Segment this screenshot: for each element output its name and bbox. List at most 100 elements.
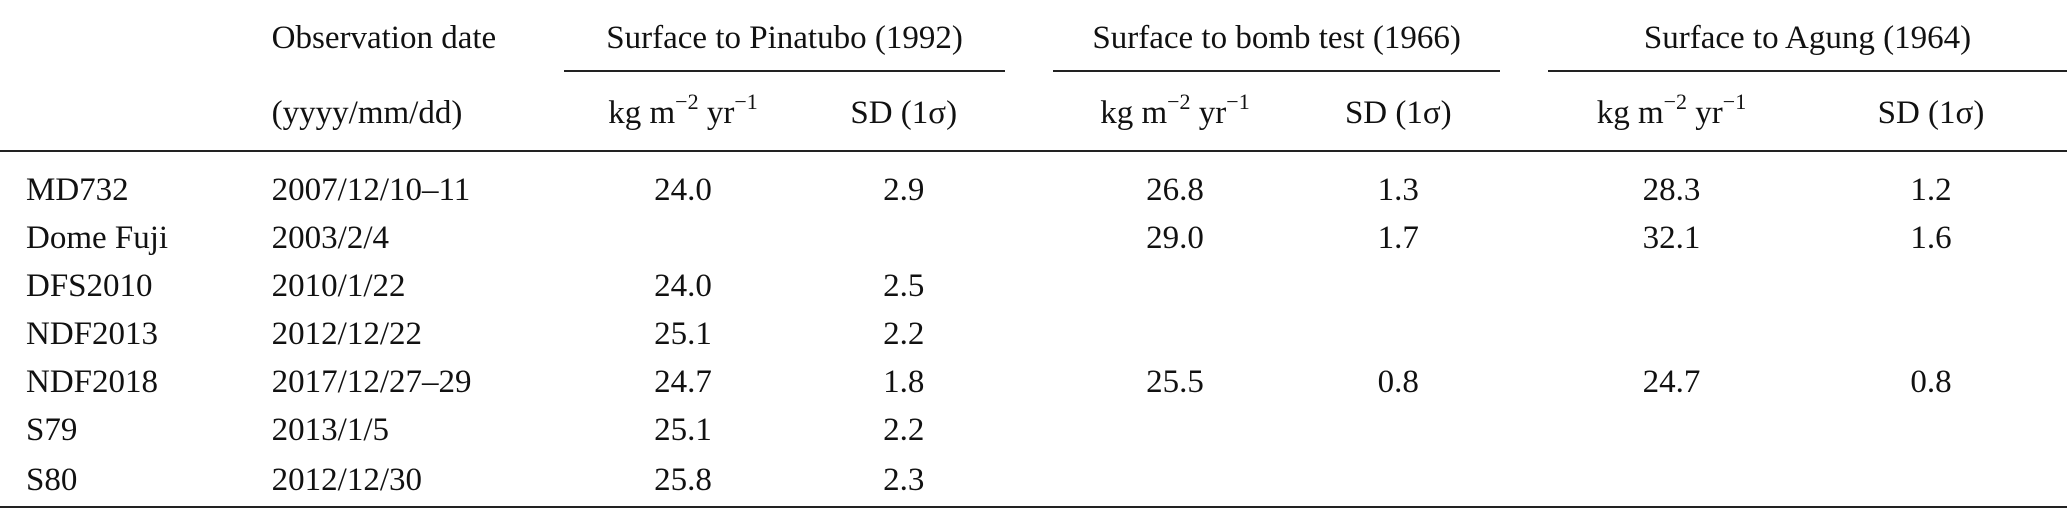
row-bomb-value — [1053, 310, 1296, 358]
unit-exponent: −2 — [675, 88, 699, 114]
table-row: NDF2013 2012/12/22 25.1 2.2 — [0, 310, 2067, 358]
row-bomb-sd — [1297, 262, 1500, 310]
unit-text: kg m — [608, 94, 676, 131]
row-pinatubo-value — [564, 214, 802, 262]
row-pinatubo-sd: 2.2 — [883, 315, 925, 352]
row-bomb-value — [1053, 406, 1296, 454]
table-body: MD732 2007/12/10–11 24.0 2.9 26.8 1.3 28… — [0, 151, 2067, 508]
header-group-bomb-rule — [1053, 70, 1500, 72]
row-bomb-value: 26.8 — [1146, 171, 1204, 208]
row-agung-value — [1547, 454, 1795, 508]
header-sd-pinatubo: SD (1σ) — [802, 76, 1006, 152]
header-unit-bomb: kg m−2 yr−1 — [1053, 76, 1297, 152]
header-gap — [1005, 0, 1053, 76]
row-gap — [1005, 358, 1053, 406]
row-date: 2012/12/30 — [271, 454, 564, 508]
row-pinatubo-sd: 2.2 — [883, 411, 925, 448]
row-agung-value: 32.1 — [1642, 219, 1701, 256]
table-row: DFS2010 2010/1/22 24.0 2.5 — [0, 262, 2067, 310]
unit-text: yr — [1190, 94, 1227, 131]
unit-exponent: −1 — [1226, 88, 1250, 114]
row-gap — [1500, 262, 1548, 310]
row-agung-value: 24.7 — [1642, 363, 1701, 400]
row-pinatubo-sd: 2.3 — [802, 454, 1006, 508]
row-gap — [1005, 151, 1053, 214]
header-gap — [1005, 76, 1054, 152]
row-date: 2017/12/27–29 — [271, 363, 472, 400]
header-row-1: Observation date Surface to Pinatubo (19… — [0, 0, 2067, 76]
row-agung-value: 28.3 — [1642, 171, 1701, 208]
row-bomb-value — [1053, 454, 1297, 508]
header-gap — [1500, 0, 1548, 76]
header-date-label: Observation date — [271, 19, 497, 56]
unit-text: kg m — [1596, 94, 1664, 131]
row-pinatubo-sd: 2.9 — [883, 171, 925, 208]
row-pinatubo-sd: 1.8 — [883, 363, 925, 400]
row-agung-value — [1548, 310, 1795, 358]
row-gap — [1005, 310, 1053, 358]
header-group-bomb-label: Surface to bomb test (1966) — [1092, 19, 1461, 56]
row-pinatubo-value: 24.0 — [654, 171, 712, 208]
row-bomb-sd — [1297, 406, 1500, 454]
header-sd-agung: SD (1σ) — [1794, 76, 2067, 152]
row-gap — [1500, 406, 1548, 454]
row-gap — [1005, 214, 1053, 262]
row-agung-sd — [1795, 310, 2067, 358]
table-row: NDF2018 2017/12/27–29 24.7 1.8 25.5 0.8 … — [0, 358, 2067, 406]
row-bomb-sd: 1.7 — [1377, 219, 1419, 256]
row-bomb-sd: 1.3 — [1377, 171, 1419, 208]
unit-text: yr — [1687, 94, 1723, 131]
header-group-bomb: Surface to bomb test (1966) — [1053, 0, 1500, 76]
table-row: S79 2013/1/5 25.1 2.2 — [0, 406, 2067, 454]
row-agung-sd — [1795, 262, 2067, 310]
row-bomb-value: 29.0 — [1146, 219, 1204, 256]
header-group-pinatubo-label: Surface to Pinatubo (1992) — [606, 19, 963, 56]
row-site-name: S80 — [0, 454, 272, 508]
row-date: 2007/12/10–11 — [271, 171, 471, 208]
header-group-pinatubo: Surface to Pinatubo (1992) — [563, 0, 1006, 76]
row-gap — [1005, 454, 1054, 508]
row-gap — [1500, 151, 1548, 214]
row-gap — [1499, 454, 1548, 508]
header-gap — [1499, 76, 1548, 152]
row-agung-sd — [1795, 406, 2067, 454]
row-pinatubo-value: 25.8 — [563, 454, 803, 508]
row-date: 2003/2/4 — [271, 219, 390, 256]
row-date: 2013/1/5 — [271, 411, 390, 448]
header-unit-agung: kg m−2 yr−1 — [1547, 76, 1795, 152]
row-pinatubo-sd: 2.5 — [883, 267, 925, 304]
row-agung-sd: 1.2 — [1910, 171, 1952, 208]
header-unit-pinatubo: kg m−2 yr−1 — [563, 76, 803, 152]
row-agung-sd: 0.8 — [1910, 363, 1952, 400]
row-gap — [1500, 214, 1548, 262]
row-site-name: MD732 — [26, 171, 129, 208]
row-site-name: NDF2013 — [26, 315, 159, 352]
row-gap — [1005, 406, 1053, 454]
row-bomb-value — [1053, 262, 1296, 310]
table-header: Observation date Surface to Pinatubo (19… — [0, 0, 2067, 152]
row-gap — [1500, 358, 1548, 406]
row-agung-value — [1548, 262, 1795, 310]
table-row: MD732 2007/12/10–11 24.0 2.9 26.8 1.3 28… — [0, 151, 2067, 214]
header-sd-bomb: SD (1σ) — [1296, 76, 1500, 152]
table-row: S80 2012/12/30 25.8 2.3 — [0, 454, 2067, 508]
row-site-name: S79 — [26, 411, 78, 448]
header-group-agung: Surface to Agung (1964) — [1547, 0, 2067, 76]
row-pinatubo-sd — [802, 214, 1005, 262]
row-pinatubo-value: 25.1 — [654, 411, 712, 448]
row-agung-value — [1548, 406, 1795, 454]
row-pinatubo-value: 24.7 — [654, 363, 712, 400]
header-group-pinatubo-rule — [563, 70, 1006, 72]
header-group-agung-rule — [1547, 70, 2067, 72]
row-pinatubo-value: 25.1 — [654, 315, 712, 352]
row-bomb-sd — [1297, 310, 1500, 358]
unit-exponent: −2 — [1167, 88, 1191, 114]
table-row: Dome Fuji 2003/2/4 29.0 1.7 32.1 1.6 — [0, 214, 2067, 262]
header-date-format: (yyyy/mm/dd) — [271, 76, 564, 152]
header-empty-cell — [0, 0, 272, 76]
header-empty-cell — [0, 76, 272, 152]
unit-text: yr — [698, 94, 735, 131]
unit-exponent: −2 — [1663, 88, 1688, 114]
